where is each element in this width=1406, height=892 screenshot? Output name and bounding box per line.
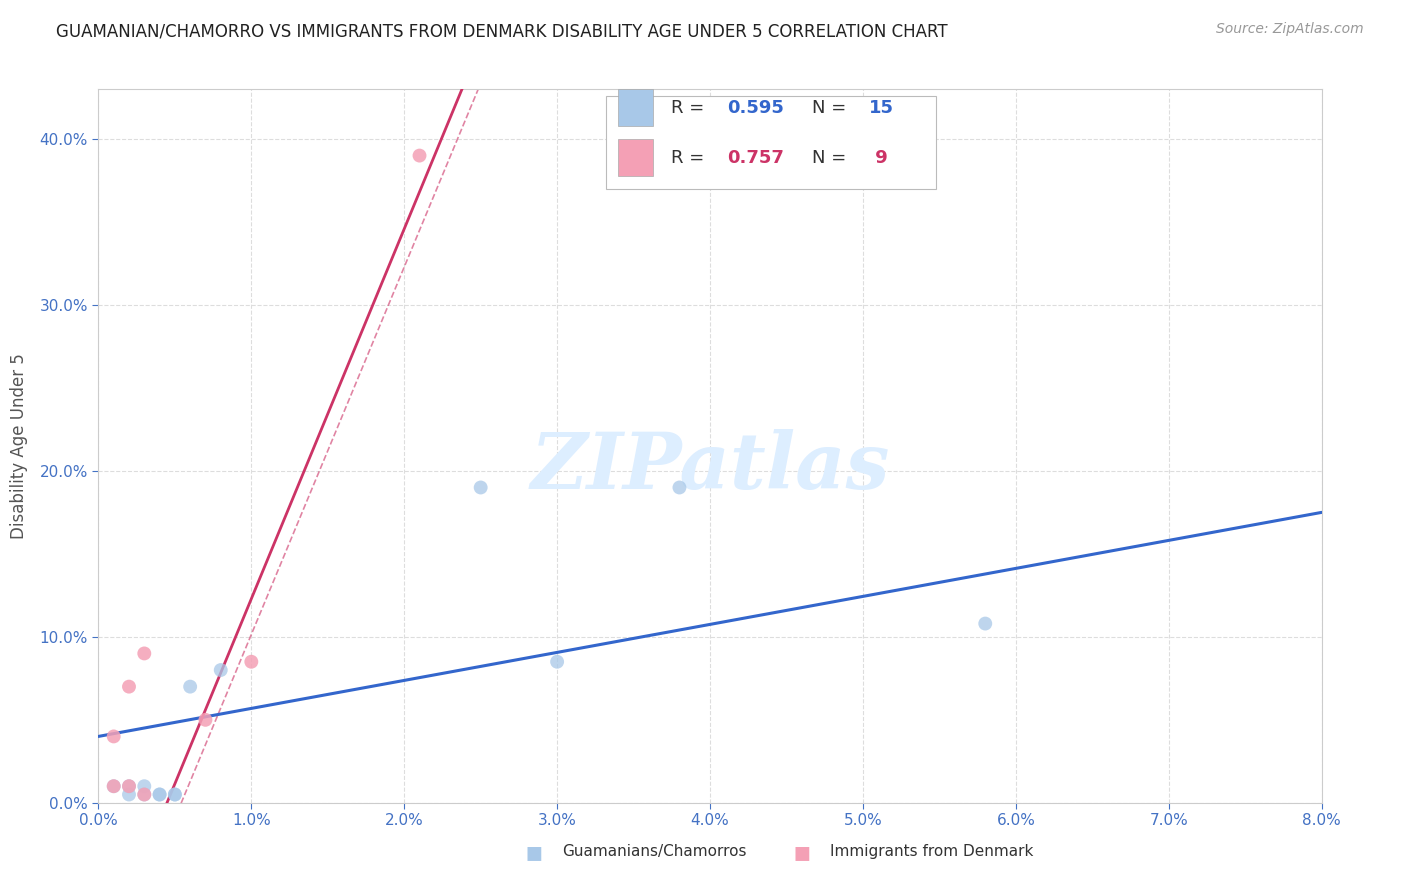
- Point: [149, 788, 172, 802]
- Point: [103, 779, 125, 793]
- Point: [134, 788, 156, 802]
- Text: Source: ZipAtlas.com: Source: ZipAtlas.com: [1216, 22, 1364, 37]
- Text: N =: N =: [811, 99, 852, 117]
- Point: [134, 788, 156, 802]
- Y-axis label: Disability Age Under 5: Disability Age Under 5: [10, 353, 28, 539]
- Text: 9: 9: [869, 149, 887, 167]
- FancyBboxPatch shape: [606, 96, 936, 189]
- Text: ▪: ▪: [524, 838, 544, 866]
- Point: [163, 788, 186, 802]
- Point: [209, 663, 232, 677]
- Point: [149, 788, 172, 802]
- FancyBboxPatch shape: [619, 139, 652, 177]
- Point: [408, 148, 430, 162]
- Point: [118, 779, 141, 793]
- Text: R =: R =: [671, 99, 710, 117]
- FancyBboxPatch shape: [619, 89, 652, 127]
- Text: ▪: ▪: [792, 838, 811, 866]
- Point: [103, 779, 125, 793]
- Point: [240, 655, 263, 669]
- Text: R =: R =: [671, 149, 710, 167]
- Text: ZIPatlas: ZIPatlas: [530, 429, 890, 506]
- Point: [118, 779, 141, 793]
- Point: [118, 788, 141, 802]
- Text: Immigrants from Denmark: Immigrants from Denmark: [830, 845, 1033, 859]
- Point: [194, 713, 217, 727]
- Point: [134, 647, 156, 661]
- Point: [118, 680, 141, 694]
- Point: [103, 730, 125, 744]
- Text: 0.757: 0.757: [727, 149, 785, 167]
- Point: [179, 680, 201, 694]
- Text: 15: 15: [869, 99, 894, 117]
- Text: 0.595: 0.595: [727, 99, 785, 117]
- Point: [163, 788, 186, 802]
- Point: [668, 481, 690, 495]
- Point: [470, 481, 492, 495]
- Point: [134, 779, 156, 793]
- Point: [546, 655, 568, 669]
- Point: [974, 616, 997, 631]
- Text: GUAMANIAN/CHAMORRO VS IMMIGRANTS FROM DENMARK DISABILITY AGE UNDER 5 CORRELATION: GUAMANIAN/CHAMORRO VS IMMIGRANTS FROM DE…: [56, 22, 948, 40]
- Text: Guamanians/Chamorros: Guamanians/Chamorros: [562, 845, 747, 859]
- Text: N =: N =: [811, 149, 852, 167]
